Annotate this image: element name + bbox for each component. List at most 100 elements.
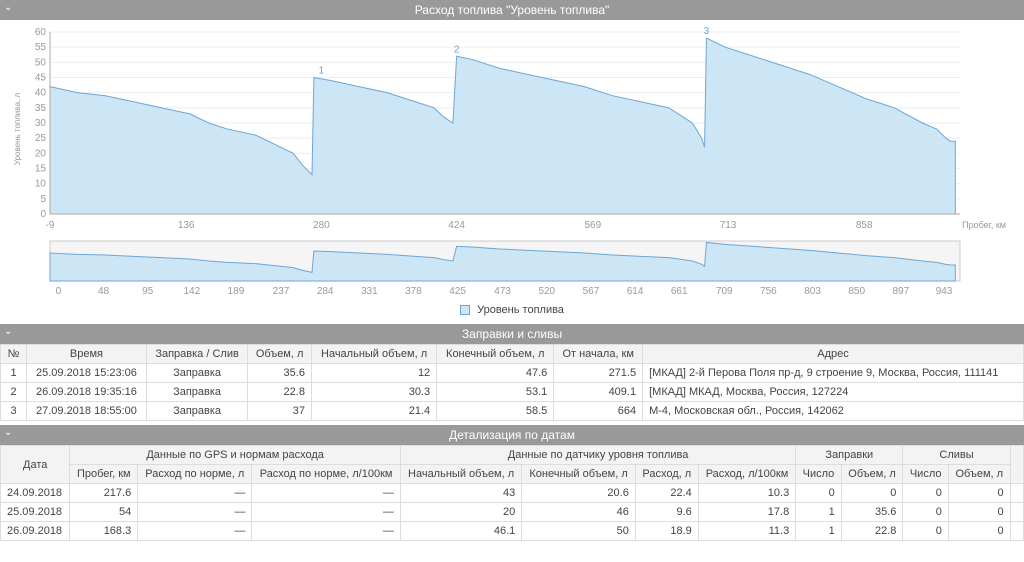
detail-group-header[interactable] — [1010, 446, 1023, 484]
detail-title: Детализация по датам — [449, 428, 575, 442]
detail-group-header[interactable]: Сливы — [903, 446, 1010, 465]
detail-sub-header[interactable]: Расход, л — [635, 465, 698, 484]
cell-dist: 664 — [554, 402, 643, 421]
cell-num: 2 — [1, 383, 27, 402]
refuel-col-header[interactable]: Конечный объем, л — [437, 345, 554, 364]
refuel-callout: 1 — [319, 66, 325, 77]
refuel-col-header[interactable]: Адрес — [643, 345, 1024, 364]
detail-cell: 20.6 — [522, 484, 636, 503]
x-axis-label: Пробег, км — [962, 220, 1006, 230]
cell-addr: М-4, Московская обл., Россия, 142062 — [643, 402, 1024, 421]
detail-cell: 9.6 — [635, 503, 698, 522]
fuel-chart-header: ⌄ Расход топлива "Уровень топлива" — [0, 0, 1024, 20]
cell-type: Заправка — [146, 364, 247, 383]
detail-cell: 54 — [70, 503, 138, 522]
detail-table: ДатаДанные по GPS и нормам расходаДанные… — [0, 445, 1024, 541]
fuel-level-chart[interactable]: Уровень топлива, л0510152025303540455055… — [10, 24, 1010, 234]
refuel-col-header[interactable]: № — [1, 345, 27, 364]
cell-start: 12 — [311, 364, 436, 383]
detail-cell: 46.1 — [400, 522, 521, 541]
detail-cell — [1010, 522, 1023, 541]
detail-cell: — — [138, 522, 252, 541]
detail-cell: 11.3 — [698, 522, 795, 541]
table-row[interactable]: 327.09.2018 18:55:00Заправка3721.458.566… — [1, 402, 1024, 421]
detail-cell: 25.09.2018 — [1, 503, 70, 522]
y-tick: 30 — [35, 118, 47, 129]
cell-num: 3 — [1, 402, 27, 421]
fuel-area-series — [50, 38, 955, 214]
cell-dist: 409.1 — [554, 383, 643, 402]
cell-start: 30.3 — [311, 383, 436, 402]
detail-cell: 217.6 — [70, 484, 138, 503]
detail-sub-header[interactable]: Объем, л — [948, 465, 1010, 484]
overview-tick: 331 — [361, 286, 378, 297]
overview-tick: 567 — [583, 286, 600, 297]
detail-group-header[interactable]: Данные по GPS и нормам расхода — [70, 446, 401, 465]
overview-tick: 709 — [716, 286, 733, 297]
detail-group-header[interactable]: Данные по датчику уровня топлива — [400, 446, 795, 465]
detail-sub-header[interactable]: Расход по норме, л/100км — [252, 465, 401, 484]
refuel-col-header[interactable]: От начала, км — [554, 345, 643, 364]
y-tick: 45 — [35, 73, 47, 84]
detail-cell — [1010, 484, 1023, 503]
detail-cell: — — [252, 484, 401, 503]
detail-cell: 22.8 — [841, 522, 903, 541]
detail-cell: 0 — [796, 484, 841, 503]
x-tick: 858 — [856, 220, 873, 231]
detail-sub-header[interactable]: Начальный объем, л — [400, 465, 521, 484]
refuel-col-header[interactable]: Заправка / Слив — [146, 345, 247, 364]
detail-sub-header[interactable]: Число — [796, 465, 841, 484]
cell-time: 27.09.2018 18:55:00 — [27, 402, 147, 421]
detail-panel: ⌄ Детализация по датам ДатаДанные по GPS… — [0, 425, 1024, 541]
fuel-overview-chart[interactable]: 0489514218923728433137842547352056761466… — [10, 237, 1010, 297]
collapse-icon[interactable]: ⌄ — [4, 2, 12, 13]
cell-type: Заправка — [146, 402, 247, 421]
table-row[interactable]: 24.09.2018217.6——4320.622.410.30000 — [1, 484, 1024, 503]
table-row[interactable]: 26.09.2018168.3——46.15018.911.3122.800 — [1, 522, 1024, 541]
y-tick: 20 — [35, 148, 47, 159]
x-tick: -9 — [46, 220, 55, 231]
collapse-icon[interactable]: ⌄ — [4, 326, 12, 337]
x-tick: 713 — [720, 220, 737, 231]
overview-tick: 520 — [538, 286, 555, 297]
overview-tick: 237 — [273, 286, 290, 297]
overview-tick: 803 — [804, 286, 821, 297]
cell-time: 26.09.2018 19:35:16 — [27, 383, 147, 402]
overview-tick: 95 — [142, 286, 154, 297]
refuel-col-header[interactable]: Начальный объем, л — [311, 345, 436, 364]
detail-cell: 24.09.2018 — [1, 484, 70, 503]
fuel-chart-panel: ⌄ Расход топлива "Уровень топлива" Урове… — [0, 0, 1024, 320]
y-tick: 55 — [35, 42, 47, 53]
table-row[interactable]: 125.09.2018 15:23:06Заправка35.61247.627… — [1, 364, 1024, 383]
refuel-col-header[interactable]: Объем, л — [248, 345, 312, 364]
detail-sub-header[interactable]: Пробег, км — [70, 465, 138, 484]
detail-group-header[interactable]: Дата — [1, 446, 70, 484]
detail-cell: 1 — [796, 522, 841, 541]
detail-group-header[interactable]: Заправки — [796, 446, 903, 465]
detail-cell: — — [138, 503, 252, 522]
detail-cell: 17.8 — [698, 503, 795, 522]
detail-sub-header[interactable]: Объем, л — [841, 465, 903, 484]
cell-vol: 37 — [248, 402, 312, 421]
overview-tick: 473 — [494, 286, 511, 297]
y-tick: 50 — [35, 57, 47, 68]
collapse-icon[interactable]: ⌄ — [4, 427, 12, 438]
cell-time: 25.09.2018 15:23:06 — [27, 364, 147, 383]
detail-sub-header[interactable]: Число — [903, 465, 948, 484]
overview-tick: 756 — [760, 286, 777, 297]
detail-cell: 1 — [796, 503, 841, 522]
table-row[interactable]: 25.09.201854——20469.617.8135.600 — [1, 503, 1024, 522]
detail-cell: — — [252, 503, 401, 522]
detail-sub-header[interactable]: Конечный объем, л — [522, 465, 636, 484]
table-row[interactable]: 226.09.2018 19:35:16Заправка22.830.353.1… — [1, 383, 1024, 402]
refuel-col-header[interactable]: Время — [27, 345, 147, 364]
overview-tick: 48 — [98, 286, 110, 297]
detail-sub-header[interactable]: Расход, л/100км — [698, 465, 795, 484]
detail-cell: 168.3 — [70, 522, 138, 541]
cell-dist: 271.5 — [554, 364, 643, 383]
refuel-table: №ВремяЗаправка / СливОбъем, лНачальный о… — [0, 344, 1024, 421]
detail-sub-header[interactable]: Расход по норме, л — [138, 465, 252, 484]
overview-tick: 425 — [449, 286, 466, 297]
overview-tick: 378 — [405, 286, 422, 297]
detail-cell: — — [252, 522, 401, 541]
